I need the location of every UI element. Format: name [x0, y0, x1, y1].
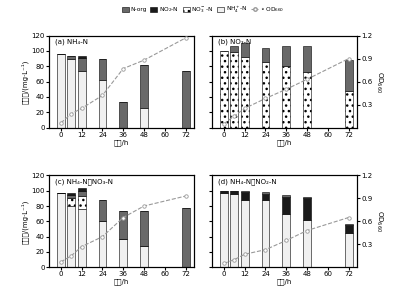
Text: (c) NH₄-N和NO₃-N: (c) NH₄-N和NO₃-N: [54, 178, 112, 185]
Bar: [119, 102, 127, 128]
Bar: [344, 225, 352, 233]
Y-axis label: 氮浓度/(mg·L⁻¹): 氮浓度/(mg·L⁻¹): [21, 59, 28, 104]
Bar: [119, 211, 127, 239]
Bar: [77, 71, 85, 128]
Legend: N-org, NO$_2$-N, NO$_3^-$-N, NH$_4^+$-N, $\circ$ OD$_{660}$: N-org, NO$_2$-N, NO$_3^-$-N, NH$_4^+$-N,…: [122, 4, 284, 15]
Bar: [344, 60, 352, 91]
Bar: [281, 197, 290, 214]
Bar: [240, 200, 248, 267]
X-axis label: 时间/h: 时间/h: [113, 279, 129, 285]
Bar: [240, 191, 248, 192]
Bar: [261, 194, 269, 200]
Bar: [230, 194, 238, 267]
Bar: [98, 221, 106, 267]
Bar: [240, 192, 248, 200]
Bar: [261, 192, 269, 194]
Bar: [303, 46, 310, 72]
Bar: [230, 53, 238, 128]
Text: (b) NO₃-N: (b) NO₃-N: [217, 38, 250, 45]
Bar: [240, 57, 248, 128]
X-axis label: 时间/h: 时间/h: [276, 279, 292, 285]
Bar: [67, 59, 75, 128]
Bar: [67, 198, 75, 206]
Bar: [344, 224, 352, 225]
Bar: [230, 46, 238, 53]
Bar: [181, 71, 189, 128]
Bar: [220, 191, 227, 193]
Bar: [67, 206, 75, 267]
Bar: [67, 195, 75, 198]
Bar: [261, 200, 269, 267]
Text: (d) NH₄-N和NO₂-N: (d) NH₄-N和NO₂-N: [217, 178, 275, 185]
Bar: [67, 193, 75, 195]
Bar: [77, 196, 85, 209]
Bar: [98, 59, 106, 80]
Y-axis label: 氮浓度/(mg·L⁻¹): 氮浓度/(mg·L⁻¹): [21, 199, 28, 244]
Bar: [281, 66, 290, 128]
Bar: [240, 43, 248, 57]
Bar: [261, 62, 269, 128]
Bar: [140, 65, 147, 108]
Bar: [77, 58, 85, 71]
Y-axis label: OD$_{660}$: OD$_{660}$: [373, 210, 383, 232]
Bar: [303, 197, 310, 198]
Bar: [57, 193, 64, 267]
Bar: [140, 108, 147, 128]
Bar: [181, 208, 189, 267]
Bar: [281, 214, 290, 267]
Bar: [77, 56, 85, 58]
Bar: [281, 195, 290, 197]
Bar: [303, 72, 310, 128]
Bar: [261, 48, 269, 62]
X-axis label: 时间/h: 时间/h: [113, 139, 129, 146]
X-axis label: 时间/h: 时间/h: [276, 139, 292, 146]
Bar: [57, 54, 64, 128]
Bar: [77, 191, 85, 196]
Bar: [98, 80, 106, 128]
Bar: [220, 51, 227, 128]
Bar: [67, 56, 75, 59]
Bar: [344, 91, 352, 128]
Bar: [77, 188, 85, 191]
Bar: [140, 211, 147, 246]
Bar: [281, 46, 290, 66]
Bar: [77, 209, 85, 267]
Y-axis label: OD$_{660}$: OD$_{660}$: [373, 71, 383, 93]
Bar: [230, 192, 238, 194]
Bar: [303, 220, 310, 267]
Bar: [119, 239, 127, 267]
Bar: [344, 233, 352, 267]
Bar: [140, 246, 147, 267]
Bar: [220, 193, 227, 267]
Text: (a) NH₄-N: (a) NH₄-N: [54, 38, 87, 45]
Bar: [303, 198, 310, 220]
Bar: [98, 200, 106, 221]
